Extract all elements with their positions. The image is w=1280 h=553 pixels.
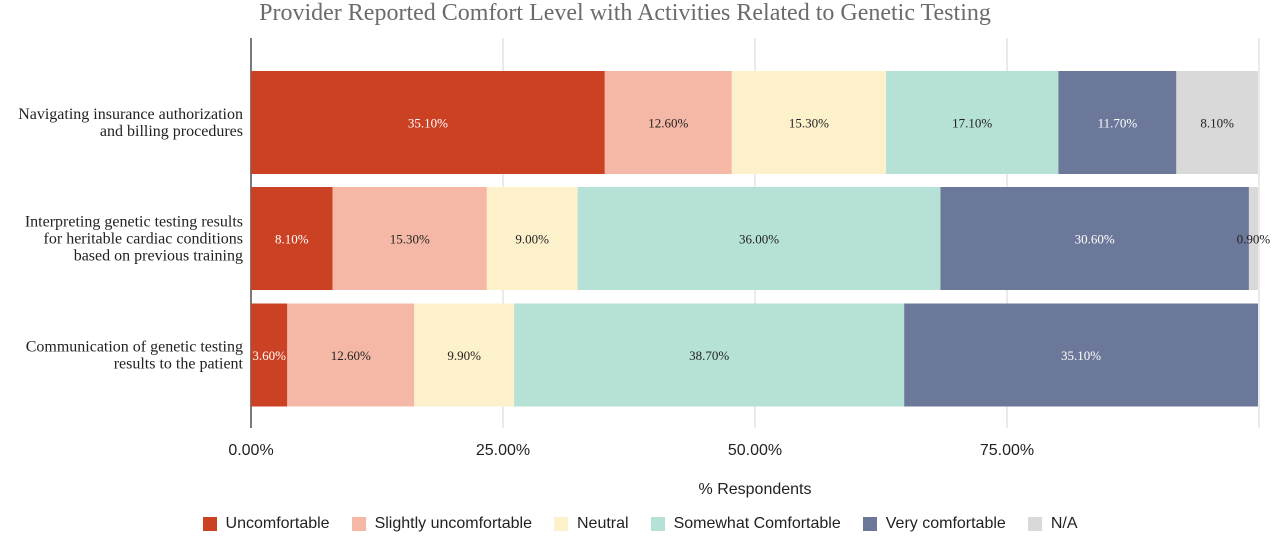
legend-item: Very comfortable xyxy=(862,515,1006,533)
category-label: Interpreting genetic testing results xyxy=(25,214,243,231)
legend-label: Very comfortable xyxy=(885,515,1006,532)
data-label: 9.90% xyxy=(447,348,481,363)
legend-label: Slightly uncomfortable xyxy=(374,515,532,532)
bar-segment xyxy=(904,303,1258,407)
legend-swatch xyxy=(202,517,217,531)
bar-segment xyxy=(414,303,515,407)
legend-label: N/A xyxy=(1050,515,1078,532)
data-label: 12.60% xyxy=(331,348,371,363)
legend-label: Uncomfortable xyxy=(225,515,330,532)
chart-title: Provider Reported Comfort Level with Act… xyxy=(259,0,991,26)
legend-swatch xyxy=(650,517,665,531)
data-label: 15.30% xyxy=(390,232,430,247)
data-label: 8.10% xyxy=(275,232,309,247)
bar-segment xyxy=(604,71,732,174)
data-label: 30.60% xyxy=(1075,232,1115,247)
bar-segment xyxy=(251,187,333,290)
bar-segment xyxy=(251,303,288,407)
legend-item: Slightly uncomfortable xyxy=(351,515,532,533)
data-label: 8.10% xyxy=(1200,116,1234,131)
bar-segment xyxy=(940,187,1249,290)
x-tick-label: 25.00% xyxy=(476,442,530,459)
bar-segment xyxy=(1248,187,1258,290)
category-label: based on previous training xyxy=(74,248,243,265)
data-label: 3.60% xyxy=(252,348,286,363)
legend-item: N/A xyxy=(1027,515,1078,533)
data-label: 11.70% xyxy=(1098,116,1138,131)
data-label: 12.60% xyxy=(648,116,688,131)
category-label: Communication of genetic testing xyxy=(26,339,243,356)
data-label: 15.30% xyxy=(789,116,829,131)
bar-segment xyxy=(486,187,578,290)
legend-label: Neutral xyxy=(576,515,629,532)
bar-segment xyxy=(1058,71,1177,174)
legend-swatch xyxy=(1027,517,1042,531)
category-label: results to the patient xyxy=(114,356,244,373)
legend-label: Somewhat Comfortable xyxy=(673,515,841,532)
data-label: 9.00% xyxy=(515,232,549,247)
bar-segment xyxy=(332,187,487,290)
x-tick-label: 75.00% xyxy=(980,442,1034,459)
data-label: 0.90% xyxy=(1237,232,1271,247)
x-tick-label: 0.00% xyxy=(228,442,273,459)
data-label: 38.70% xyxy=(689,348,729,363)
bar-segment xyxy=(577,187,941,290)
bar-segment xyxy=(287,303,415,407)
category-label: and billing procedures xyxy=(100,123,243,140)
legend-swatch xyxy=(862,517,877,531)
data-label: 35.10% xyxy=(1061,348,1101,363)
bar-segment xyxy=(886,71,1059,174)
legend-swatch xyxy=(553,517,568,531)
bar-segment xyxy=(1176,71,1258,174)
legend: Uncomfortable Slightly uncomfortable Neutr… xyxy=(0,515,1280,533)
category-label: Navigating insurance authorization xyxy=(18,106,243,123)
legend-item: Somewhat Comfortable xyxy=(650,515,841,533)
data-label: 17.10% xyxy=(952,116,992,131)
x-axis-label: % Respondents xyxy=(698,481,812,498)
data-label: 36.00% xyxy=(739,232,779,247)
x-tick-label: 50.00% xyxy=(728,442,782,459)
bar-segment xyxy=(731,71,887,174)
data-label: 35.10% xyxy=(408,116,448,131)
bar-segment xyxy=(514,303,905,407)
legend-item: Uncomfortable xyxy=(202,515,330,533)
bar-segment xyxy=(251,71,605,174)
legend-swatch xyxy=(351,517,366,531)
category-label: for heritable cardiac conditions xyxy=(44,231,243,248)
legend-item: Neutral xyxy=(553,515,629,533)
